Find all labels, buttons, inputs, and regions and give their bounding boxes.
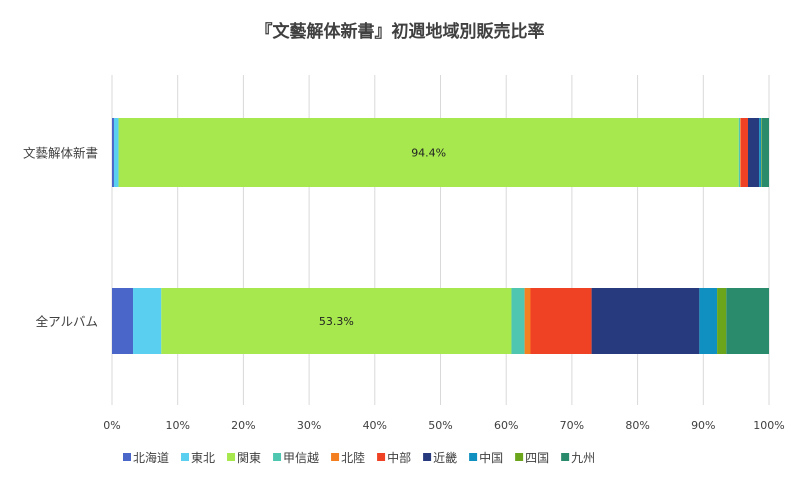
legend-swatch [515, 453, 524, 461]
legend-item: 四国 [515, 451, 549, 465]
bar-segment-中部 [740, 118, 748, 187]
x-tick-label: 40% [363, 419, 387, 432]
bar-segment-近畿 [591, 288, 700, 354]
bar-segment-中国 [759, 118, 762, 187]
x-tick-label: 10% [165, 419, 189, 432]
category-label: 文藝解体新書 [23, 146, 98, 161]
x-tick-label: 70% [560, 419, 584, 432]
x-tick-label: 50% [428, 419, 452, 432]
legend-label: 甲信越 [283, 451, 319, 465]
bar-segment-東北 [113, 118, 119, 187]
x-tick-label: 90% [691, 419, 715, 432]
bar-segment-九州 [761, 118, 769, 187]
x-tick-label: 60% [494, 419, 518, 432]
legend-item: 北海道 [123, 450, 169, 465]
bar-segment-北陸 [524, 288, 531, 354]
legend-swatch [273, 453, 282, 461]
x-tick-label: 80% [625, 419, 649, 432]
legend-item: 東北 [181, 451, 215, 465]
legend-swatch [181, 453, 190, 461]
data-label: 94.4% [411, 147, 446, 160]
legend-label: 中部 [387, 450, 411, 465]
legend-swatch [561, 453, 570, 461]
bar-segment-四国 [761, 118, 762, 187]
chart-title: 『文藝解体新書』初週地域別販売比率 [256, 21, 545, 42]
legend-label: 中国 [479, 450, 503, 465]
bar-segment-近畿 [747, 118, 760, 187]
legend-item: 中国 [469, 450, 503, 465]
legend-label: 四国 [525, 451, 549, 465]
x-tick-label: 20% [231, 419, 255, 432]
legend-item: 甲信越 [273, 451, 319, 465]
legend-swatch [331, 453, 340, 461]
category-label: 全アルバム [36, 314, 98, 329]
data-label: 53.3% [319, 315, 354, 328]
bar-segment-北海道 [112, 288, 134, 354]
x-tick-label: 0% [103, 419, 120, 432]
bar-segment-甲信越 [511, 288, 525, 354]
bar-segment-東北 [133, 288, 162, 354]
bar-segment-関東 [161, 288, 512, 354]
legend-item: 九州 [561, 451, 595, 465]
bar-segment-北海道 [112, 118, 114, 187]
legend-swatch [377, 453, 386, 461]
bar-segment-九州 [726, 288, 769, 354]
x-tick-label: 30% [297, 419, 321, 432]
legend-item: 北陸 [331, 451, 365, 465]
legend-item: 関東 [227, 451, 261, 465]
bar-segment-北陸 [740, 118, 741, 187]
legend-swatch [227, 453, 236, 461]
legend-swatch [423, 453, 432, 461]
bar-segment-中国 [699, 288, 718, 354]
x-tick-label: 100% [753, 419, 784, 432]
legend-swatch [469, 453, 478, 461]
bar-segment-甲信越 [738, 118, 741, 187]
legend-label: 九州 [571, 451, 595, 465]
bar-segment-関東 [118, 118, 739, 187]
legend-label: 関東 [237, 451, 261, 465]
bar-segment-四国 [717, 288, 727, 354]
legend-item: 中部 [377, 450, 411, 465]
legend-label: 北海道 [133, 450, 169, 465]
legend-label: 近畿 [433, 451, 457, 465]
legend: 北海道 東北 関東 甲信越 北陸 中部 近畿 中国 四国 九州 [123, 450, 595, 465]
legend-item: 近畿 [423, 451, 457, 465]
legend-swatch [123, 453, 131, 461]
bar-segment-中部 [530, 288, 592, 354]
legend-label: 東北 [191, 451, 215, 465]
legend-label: 北陸 [341, 451, 365, 465]
